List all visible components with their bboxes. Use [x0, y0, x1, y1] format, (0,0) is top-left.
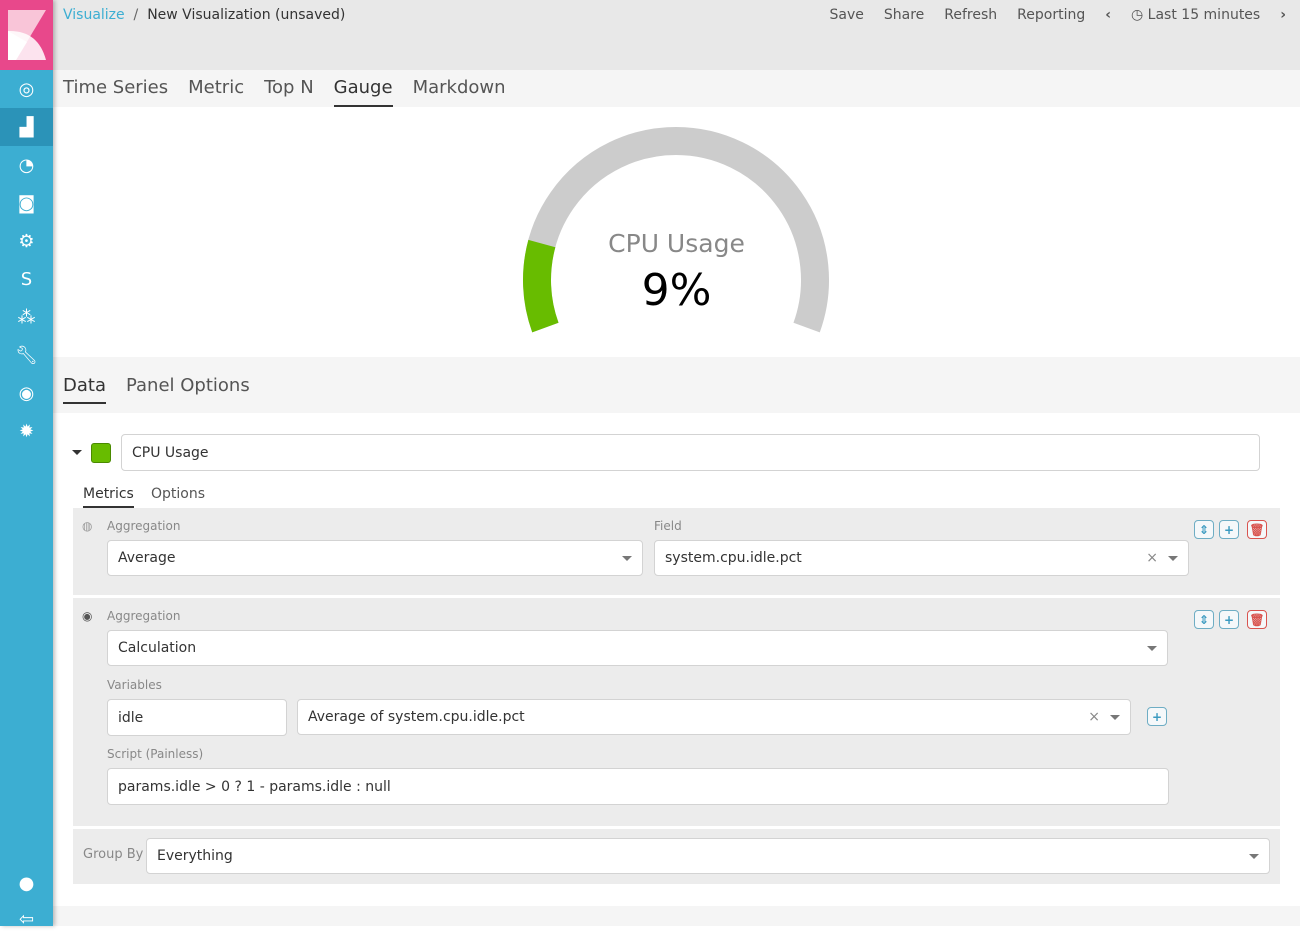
series-label-input[interactable]: CPU Usage — [121, 434, 1260, 471]
refresh-button[interactable]: Refresh — [944, 7, 998, 23]
tab-metric[interactable]: Metric — [188, 77, 245, 98]
aggregation-select[interactable]: Average — [107, 540, 643, 576]
dev-tools-icon[interactable]: 🔧︎ — [15, 344, 38, 366]
logout-icon[interactable]: ⇦ — [18, 908, 35, 930]
discover-icon[interactable]: ◎ — [18, 78, 35, 100]
series-editor: CPU Usage Metrics Options ◍ Aggregation … — [53, 413, 1300, 906]
time-picker[interactable]: ◷ Last 15 minutes — [1131, 7, 1260, 23]
sidebar: ◎ ▟ ◔ ◙ ⚙ S ⁂ 🔧︎ ◉ ✹ ● ⇦ — [0, 0, 53, 930]
tab-data[interactable]: Data — [63, 375, 106, 404]
eye-icon[interactable]: ◉ — [82, 609, 93, 623]
editor-tabs-bar: Data Panel Options — [53, 357, 1300, 413]
apm-icon[interactable]: S — [20, 268, 33, 290]
script-input[interactable]: params.idle > 0 ? 1 - params.idle : null — [107, 768, 1169, 805]
share-button[interactable]: Share — [883, 7, 925, 23]
metric-row-1: ◍ Aggregation Average Field system.cpu.i… — [73, 508, 1280, 595]
breadcrumb-current: New Visualization (unsaved) — [147, 7, 346, 23]
tab-gauge[interactable]: Gauge — [333, 70, 393, 107]
series-tab-metrics[interactable]: Metrics — [83, 486, 134, 508]
variable-metric-value: Average of system.cpu.idle.pct — [308, 709, 525, 725]
variable-name-value: idle — [118, 709, 144, 726]
series-color-swatch[interactable] — [91, 443, 111, 463]
eye-hidden-icon[interactable]: ◍ — [82, 519, 93, 533]
visualization-type-tabs: Time Series Metric Top N Gauge Markdown — [53, 70, 1300, 107]
chevron-left-icon[interactable]: ‹ — [1105, 7, 1111, 23]
group-by-label: Group By — [83, 847, 144, 862]
gauge-label: CPU Usage — [608, 229, 745, 258]
aggregation-value: Average — [118, 550, 176, 566]
tab-panel-options[interactable]: Panel Options — [125, 375, 250, 396]
tab-time-series[interactable]: Time Series — [63, 77, 169, 98]
script-label: Script (Painless) — [107, 747, 204, 761]
tab-top-n[interactable]: Top N — [264, 77, 314, 98]
breadcrumb-visualize[interactable]: Visualize — [63, 7, 125, 23]
chevron-down-icon — [1110, 715, 1120, 720]
metric-row-2: ◉ Aggregation Calculation ⇕ + 🗑︎ Variabl… — [73, 598, 1280, 826]
timelion-icon[interactable]: ◙ — [17, 192, 36, 214]
field-select[interactable]: system.cpu.idle.pct × — [654, 540, 1189, 576]
aggregation-label: Aggregation — [107, 519, 181, 533]
aggregation-value: Calculation — [118, 640, 197, 656]
monitoring-icon[interactable]: ◉ — [18, 382, 35, 404]
drag-sort-button[interactable]: ⇕ — [1194, 520, 1214, 539]
aggregation-label: Aggregation — [107, 609, 181, 623]
machine-learning-icon[interactable]: ⚙ — [18, 230, 35, 252]
dashboard-icon[interactable]: ◔ — [18, 154, 35, 176]
kibana-logo[interactable] — [0, 0, 53, 70]
user-icon[interactable]: ● — [18, 872, 35, 894]
group-by-value: Everything — [157, 848, 233, 864]
clear-icon[interactable]: × — [1146, 550, 1158, 566]
gauge-value: 9% — [641, 265, 712, 316]
management-icon[interactable]: ✹ — [18, 420, 35, 442]
chevron-down-icon — [1249, 854, 1259, 859]
collapse-caret-icon[interactable] — [72, 450, 82, 455]
time-range-label: Last 15 minutes — [1147, 7, 1261, 23]
variable-name-input[interactable]: idle — [107, 699, 287, 736]
breadcrumb: Visualize / New Visualization (unsaved) — [63, 7, 346, 23]
delete-metric-button[interactable]: 🗑︎ — [1247, 520, 1267, 539]
visualize-icon[interactable]: ▟ — [0, 108, 53, 146]
footer — [53, 906, 1300, 926]
add-metric-button[interactable]: + — [1219, 610, 1239, 629]
chevron-down-icon — [1147, 646, 1157, 651]
save-button[interactable]: Save — [829, 7, 864, 23]
script-value: params.idle > 0 ? 1 - params.idle : null — [118, 778, 391, 795]
clock-icon: ◷ — [1131, 7, 1144, 23]
chevron-right-icon[interactable]: › — [1280, 7, 1286, 23]
group-by-select[interactable]: Everything — [146, 838, 1270, 874]
aggregation-select[interactable]: Calculation — [107, 630, 1168, 666]
add-variable-button[interactable]: + — [1147, 707, 1167, 726]
series-tab-options[interactable]: Options — [151, 486, 206, 502]
tab-markdown[interactable]: Markdown — [412, 77, 506, 98]
group-by-row: Group By Everything — [73, 829, 1280, 884]
gauge-fill — [523, 239, 559, 333]
series-label-value: CPU Usage — [132, 444, 209, 461]
drag-sort-button[interactable]: ⇕ — [1194, 610, 1214, 629]
graph-icon[interactable]: ⁂ — [17, 306, 36, 328]
reporting-button[interactable]: Reporting — [1017, 7, 1086, 23]
chevron-down-icon — [1168, 556, 1178, 561]
field-value: system.cpu.idle.pct — [665, 550, 802, 566]
clear-icon[interactable]: × — [1088, 709, 1100, 725]
delete-metric-button[interactable]: 🗑︎ — [1247, 610, 1267, 629]
chevron-down-icon — [622, 556, 632, 561]
add-metric-button[interactable]: + — [1219, 520, 1239, 539]
gauge-panel: CPU Usage 9% — [53, 107, 1300, 364]
field-label: Field — [654, 519, 682, 533]
variable-metric-select[interactable]: Average of system.cpu.idle.pct × — [297, 699, 1131, 735]
top-bar: Visualize / New Visualization (unsaved) … — [53, 0, 1300, 70]
variables-label: Variables — [107, 678, 162, 692]
